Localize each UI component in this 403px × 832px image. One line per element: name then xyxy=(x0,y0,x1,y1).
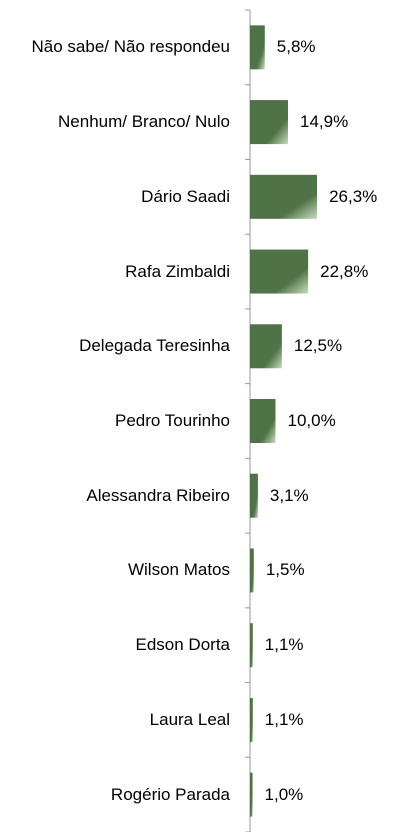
category-label: Pedro Tourinho xyxy=(115,411,230,430)
category-label: Wilson Matos xyxy=(127,560,230,580)
value-label: 3,1% xyxy=(269,485,309,505)
value-label: 1,5% xyxy=(265,560,305,580)
value-label: 14,9% xyxy=(299,112,349,132)
value-label: 1,1% xyxy=(264,709,304,729)
category-label: Edson Dorta xyxy=(135,635,231,655)
value-label: 26,3% xyxy=(329,186,378,206)
category-label: Rogério Parada xyxy=(110,784,230,804)
bar xyxy=(250,548,254,593)
value-label: 1,0% xyxy=(264,784,304,804)
bar xyxy=(250,324,282,369)
category-label: Nenhum/ Branco/ Nulo xyxy=(58,112,230,132)
bar xyxy=(250,473,258,518)
bar xyxy=(250,249,309,294)
bar xyxy=(250,623,253,668)
bar xyxy=(250,697,253,742)
category-label: Laura Leal xyxy=(149,709,230,729)
bar xyxy=(250,174,318,219)
bar xyxy=(250,399,276,443)
category-label: Dário Saadi xyxy=(141,186,230,206)
value-label: 5,8% xyxy=(276,37,316,57)
value-label: 1,1% xyxy=(264,635,304,655)
bar xyxy=(250,100,288,145)
bar xyxy=(250,25,265,70)
bar xyxy=(250,772,253,817)
category-label: Alessandra Ribeiro xyxy=(86,485,230,505)
category-label: Delegada Teresinha xyxy=(79,336,230,356)
value-label: 22,8% xyxy=(320,261,369,281)
category-label: Rafa Zimbaldi xyxy=(125,261,230,281)
value-label: 12,5% xyxy=(293,336,343,356)
category-label: Não sabe/ Não respondeu xyxy=(31,37,230,57)
value-label: 10,0% xyxy=(287,411,336,430)
